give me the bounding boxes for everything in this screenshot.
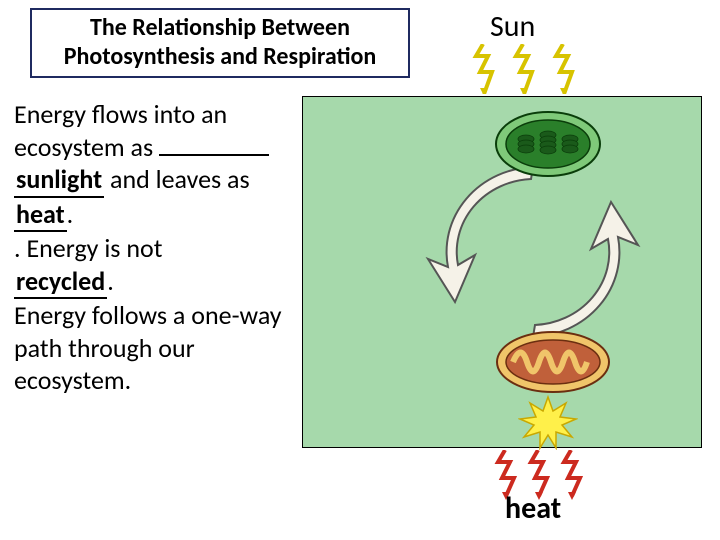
title-line1: The Relationship Between [90,13,350,42]
blank-heat: heat [14,198,67,233]
heat-out-label: heat [505,490,561,527]
blank-sunlight: sunlight [14,163,104,198]
body-t4: . [107,265,114,297]
blank-recycled: recycled [14,265,107,300]
starburst-icon [518,395,578,450]
title-box: The Relationship Between Photosynthesis … [30,8,410,78]
diagram-panel [302,96,702,448]
body-t3a: . [67,198,74,230]
body-t3: . Energy is not [14,232,162,264]
sun-label: Sun [490,8,535,45]
mitochondrion-icon [493,327,613,397]
sun-rays-icon [468,44,588,94]
body-t5: Energy follows a one-way path through ou… [14,299,282,396]
title-line2: Photosynthesis and Respiration [64,42,377,71]
body-text: Energy flows into an ecosystem as sunlig… [14,98,289,397]
chloroplast-icon [493,109,603,179]
body-t2: and leaves as [110,163,250,195]
